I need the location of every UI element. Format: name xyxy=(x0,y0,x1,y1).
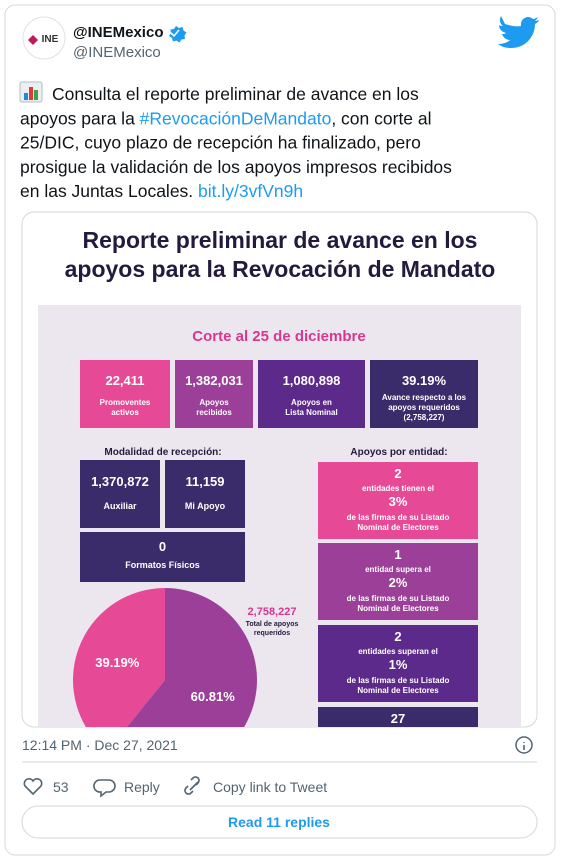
handle[interactable]: @INEMexico xyxy=(73,44,161,61)
reply-icon[interactable] xyxy=(93,779,116,798)
entity-text: de las firmas de su Listado xyxy=(347,594,450,603)
tweet-text: prosigue la validación de los apoyos imp… xyxy=(20,157,452,177)
pie-slice xyxy=(73,588,165,727)
chart-emoji xyxy=(19,81,43,103)
stat-label: apoyos requeridos xyxy=(388,403,460,412)
entity-box xyxy=(318,462,478,539)
timestamp[interactable]: 12:14 PM · Dec 27, 2021 xyxy=(22,737,178,753)
stat-box xyxy=(258,360,365,428)
stat-label: Apoyos xyxy=(199,398,229,407)
entity-text: Nominal de Electores xyxy=(357,686,439,695)
infographic-title: apoyos para la Revocación de Mandato xyxy=(65,256,496,282)
copy-link-label[interactable]: Copy link to Tweet xyxy=(213,779,327,795)
entity-text: entidad supera el xyxy=(365,565,431,574)
entity-text: Nominal de Electores xyxy=(357,523,439,532)
tweet-text: Consulta el reporte preliminar de avance… xyxy=(52,84,419,104)
stat-value: 1,080,898 xyxy=(283,373,341,388)
reception-label: Auxiliar xyxy=(103,501,137,511)
display-name[interactable]: @INEMexico xyxy=(73,24,163,41)
infographic-title: Reporte preliminar de avance en los xyxy=(83,227,478,253)
reception-heading: Modalidad de recepción: xyxy=(104,447,221,458)
pie-label: 39.19% xyxy=(95,655,140,670)
tweet-line: Consulta el reporte preliminar de avance… xyxy=(52,84,419,104)
entity-text: 27 xyxy=(391,711,405,726)
entity-text: de las firmas de su Listado xyxy=(347,676,450,685)
tweet-line: 25/DIC, cuyo plazo de recepción ha final… xyxy=(20,133,421,153)
stat-label: Avance respecto a los xyxy=(382,393,467,402)
entity-heading: Apoyos por entidad: xyxy=(350,447,447,458)
reply-label[interactable]: Reply xyxy=(124,779,160,795)
reception-box xyxy=(80,532,245,582)
stat-value: 39.19% xyxy=(402,373,447,388)
reception-value: 1,370,872 xyxy=(91,474,149,489)
entity-text: 3% xyxy=(389,494,408,509)
tweet-text: apoyos para la xyxy=(20,108,140,128)
total-value: 2,758,227 xyxy=(248,606,297,618)
entity-text: 2% xyxy=(389,575,408,590)
stat-value: 1,382,031 xyxy=(185,373,243,388)
stat-box xyxy=(80,360,170,428)
tweet-line: apoyos para la #RevocaciónDeMandato, con… xyxy=(20,108,432,128)
entity-text: entidades superan el xyxy=(358,647,438,656)
entity-box xyxy=(318,707,478,727)
stat-label: recibidos xyxy=(196,408,232,417)
avatar-text: INE xyxy=(42,34,59,45)
entity-box xyxy=(318,625,478,702)
entity-box xyxy=(318,543,478,620)
info-icon[interactable] xyxy=(515,736,533,754)
stat-box xyxy=(370,360,478,428)
reception-box xyxy=(165,460,245,528)
tweet-link[interactable]: #RevocaciónDeMandato xyxy=(140,108,332,128)
reception-box xyxy=(80,460,160,528)
link-icon[interactable] xyxy=(184,776,200,795)
read-replies-button[interactable] xyxy=(21,805,538,839)
tweet-link[interactable]: bit.ly/3vfVn9h xyxy=(198,181,303,201)
total-label: Total de apoyos xyxy=(246,621,299,628)
tweet-line: prosigue la validación de los apoyos imp… xyxy=(20,157,452,177)
entity-text: 1 xyxy=(394,547,401,562)
entity-text: de las firmas de su Listado xyxy=(347,513,450,522)
reception-label: Formatos Físicos xyxy=(125,560,200,570)
like-icon[interactable] xyxy=(23,777,43,796)
stat-label: Apoyos en xyxy=(291,398,332,407)
entity-text: 1% xyxy=(389,657,408,672)
stat-value: 22,411 xyxy=(105,373,144,388)
tweet-text: en las Juntas Locales. xyxy=(20,181,198,201)
entity-text: 2 xyxy=(394,466,401,481)
verified-badge xyxy=(169,26,187,43)
stat-box xyxy=(175,360,253,428)
avatar-logo xyxy=(28,35,38,45)
reception-value: 11,159 xyxy=(185,474,224,489)
entity-text: entidades tienen el xyxy=(362,484,434,493)
verified-check xyxy=(170,29,180,38)
stat-label: Lista Nominal xyxy=(285,408,337,417)
total-label: requeridos xyxy=(254,630,290,637)
avatar[interactable] xyxy=(22,16,66,60)
like-count: 53 xyxy=(53,779,69,795)
cutoff-date: Corte al 25 de diciembre xyxy=(192,328,365,345)
stat-label: activos xyxy=(111,408,139,417)
read-replies-label[interactable]: Read 11 replies xyxy=(228,814,330,830)
entity-text: 2 xyxy=(394,629,401,644)
tweet-text: 25/DIC, cuyo plazo de recepción ha final… xyxy=(20,133,421,153)
tweet-text: , con corte al xyxy=(331,108,431,128)
pie-label: 60.81% xyxy=(191,689,236,704)
reception-label: Mi Apoyo xyxy=(185,501,226,511)
reception-value: 0 xyxy=(159,539,166,554)
entity-text: Nominal de Electores xyxy=(357,604,439,613)
twitter-logo[interactable] xyxy=(498,16,539,48)
stat-label: (2,758,227) xyxy=(404,413,445,422)
tweet-line: en las Juntas Locales. bit.ly/3vfVn9h xyxy=(20,181,303,201)
pie-slice xyxy=(107,588,257,727)
infographic: Reporte preliminar de avance en los apoyo… xyxy=(38,227,521,727)
stat-label: Promoventes xyxy=(100,398,151,407)
